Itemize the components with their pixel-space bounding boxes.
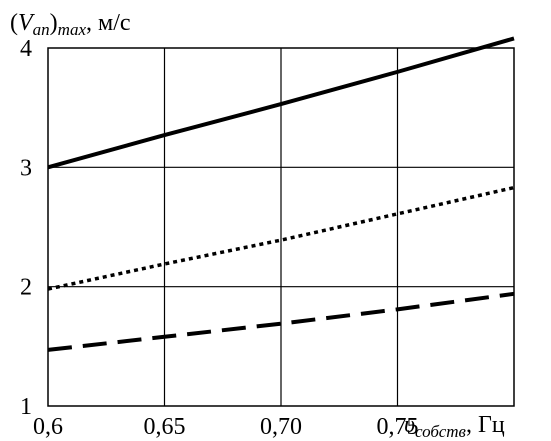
grid xyxy=(48,48,514,406)
x-label-var-sub: собств xyxy=(415,422,467,441)
y-tick-label: 4 xyxy=(20,36,32,62)
series-line-solid xyxy=(47,36,515,170)
y-tick-label: 2 xyxy=(20,275,32,301)
y-label-var: V xyxy=(18,10,35,36)
plot-frame xyxy=(47,47,515,407)
y-label-var-sub: an xyxy=(33,20,50,39)
series-line-dashed xyxy=(47,291,515,352)
series-group xyxy=(47,36,515,352)
y-axis-label: (Van)max, м/с xyxy=(10,10,131,39)
y-label-close: ) xyxy=(50,10,58,36)
y-label-max-sub: max xyxy=(58,20,87,39)
tick-labels: 0,6 0,65 0,70 0,75 1 2 3 4 xyxy=(20,36,419,440)
x-label-unit: , Гц xyxy=(466,412,505,438)
x-axis-label: υсобств, Гц xyxy=(404,412,505,441)
y-label-unit: , м/с xyxy=(86,10,131,36)
x-label-var: υ xyxy=(404,412,415,438)
y-tick-label: 1 xyxy=(20,394,32,420)
x-tick-label: 0,65 xyxy=(144,414,186,440)
x-tick-label: 0,75 xyxy=(377,414,419,440)
x-tick-label: 0,6 xyxy=(33,414,63,440)
y-tick-label: 3 xyxy=(20,155,32,181)
y-label-open: ( xyxy=(10,10,18,36)
x-tick-label: 0,70 xyxy=(260,414,302,440)
